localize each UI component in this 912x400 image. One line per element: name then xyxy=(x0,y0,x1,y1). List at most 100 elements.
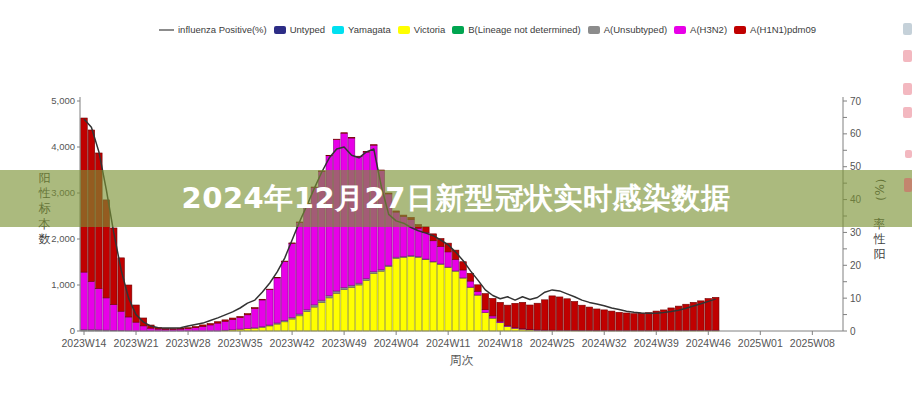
bar-segment[interactable] xyxy=(207,324,214,325)
bar-segment[interactable] xyxy=(103,298,110,330)
bar-segment[interactable] xyxy=(348,287,355,331)
bar-segment[interactable] xyxy=(252,308,259,327)
bar-segment[interactable] xyxy=(356,285,363,331)
bar-segment[interactable] xyxy=(408,256,415,331)
bar-segment[interactable] xyxy=(371,274,378,332)
bar-segment[interactable] xyxy=(118,258,125,311)
bar-segment[interactable] xyxy=(185,328,192,329)
bar-segment[interactable] xyxy=(118,311,125,330)
bar-segment[interactable] xyxy=(430,262,437,331)
bar-segment[interactable] xyxy=(430,241,437,262)
bar-segment[interactable] xyxy=(594,309,601,331)
bar-segment[interactable] xyxy=(311,305,318,307)
bar-segment[interactable] xyxy=(415,257,422,331)
bar-segment[interactable] xyxy=(460,278,467,331)
bar-segment[interactable] xyxy=(504,305,511,325)
bar-segment[interactable] xyxy=(192,327,199,328)
bar-segment[interactable] xyxy=(267,326,274,331)
bar-segment[interactable] xyxy=(333,291,340,293)
bar-segment[interactable] xyxy=(385,267,392,331)
legend-item-b-lineage-not-determined-[interactable]: B(Lineage not determined) xyxy=(452,24,581,35)
bar-segment[interactable] xyxy=(259,300,266,327)
bar-segment[interactable] xyxy=(527,305,534,329)
bar-segment[interactable] xyxy=(110,228,117,305)
bar-segment[interactable] xyxy=(586,307,593,330)
bar-segment[interactable] xyxy=(125,317,132,331)
bar-segment[interactable] xyxy=(423,227,430,233)
bar-segment[interactable] xyxy=(490,316,497,318)
bar-segment[interactable] xyxy=(482,310,489,313)
bar-segment[interactable] xyxy=(237,318,244,330)
bar-segment[interactable] xyxy=(81,272,88,330)
bar-segment[interactable] xyxy=(631,314,638,331)
bar-segment[interactable] xyxy=(482,313,489,331)
bar-segment[interactable] xyxy=(140,326,147,331)
bar-segment[interactable] xyxy=(229,319,236,329)
bar-segment[interactable] xyxy=(542,300,549,330)
bar-segment[interactable] xyxy=(490,298,497,315)
bar-segment[interactable] xyxy=(259,299,266,300)
bar-segment[interactable] xyxy=(437,246,444,263)
bar-segment[interactable] xyxy=(616,312,623,330)
bar-segment[interactable] xyxy=(423,260,430,331)
bar-segment[interactable] xyxy=(289,319,296,331)
bar-segment[interactable] xyxy=(415,228,422,257)
bar-segment[interactable] xyxy=(646,313,653,331)
legend-item-a-h3n2-[interactable]: A(H3N2) xyxy=(674,24,727,35)
bar-segment[interactable] xyxy=(452,271,459,331)
bar-segment[interactable] xyxy=(564,299,571,331)
bar-segment[interactable] xyxy=(467,281,474,287)
bar-segment[interactable] xyxy=(363,280,370,331)
bar-segment[interactable] xyxy=(378,271,385,331)
bar-segment[interactable] xyxy=(319,302,326,331)
bar-segment[interactable] xyxy=(475,285,482,291)
bar-segment[interactable] xyxy=(698,301,705,330)
bar-segment[interactable] xyxy=(601,310,608,331)
bar-segment[interactable] xyxy=(608,311,615,331)
bar-segment[interactable] xyxy=(200,326,207,331)
bar-segment[interactable] xyxy=(445,268,452,331)
bar-segment[interactable] xyxy=(475,295,482,331)
bar-segment[interactable] xyxy=(88,281,95,329)
bar-segment[interactable] xyxy=(393,258,400,331)
bar-segment[interactable] xyxy=(467,287,474,331)
legend-item-a-unsubtyped-[interactable]: A(Unsubtyped) xyxy=(588,24,667,35)
bar-segment[interactable] xyxy=(497,302,504,321)
bar-segment[interactable] xyxy=(96,288,103,329)
bar-segment[interactable] xyxy=(348,285,355,287)
bar-segment[interactable] xyxy=(475,291,482,295)
bar-segment[interactable] xyxy=(215,323,222,331)
bar-segment[interactable] xyxy=(222,321,229,330)
bar-segment[interactable] xyxy=(549,296,556,330)
bar-segment[interactable] xyxy=(341,287,348,289)
bar-segment[interactable] xyxy=(133,322,140,331)
bar-segment[interactable] xyxy=(244,314,251,315)
bar-segment[interactable] xyxy=(289,243,296,317)
bar-segment[interactable] xyxy=(333,293,340,331)
bar-segment[interactable] xyxy=(281,322,288,331)
bar-segment[interactable] xyxy=(490,318,497,331)
bar-segment[interactable] xyxy=(571,301,578,330)
bar-segment[interactable] xyxy=(504,326,511,331)
bar-segment[interactable] xyxy=(460,270,467,278)
bar-segment[interactable] xyxy=(200,325,207,326)
bar-segment[interactable] xyxy=(556,297,563,330)
bar-segment[interactable] xyxy=(207,325,214,331)
bar-segment[interactable] xyxy=(281,262,288,321)
bar-segment[interactable] xyxy=(341,290,348,331)
bar-segment[interactable] xyxy=(244,315,251,329)
legend-item-a-h1n1-pdm09[interactable]: A(H1N1)pdm09 xyxy=(734,24,816,35)
bar-segment[interactable] xyxy=(311,307,318,331)
bar-segment[interactable] xyxy=(497,323,504,331)
bar-segment[interactable] xyxy=(400,257,407,331)
legend-item-victoria[interactable]: Victoria xyxy=(398,24,446,35)
bar-segment[interactable] xyxy=(215,322,222,323)
bar-segment[interactable] xyxy=(252,308,259,309)
bar-segment[interactable] xyxy=(222,320,229,321)
bar-segment[interactable] xyxy=(579,305,586,330)
bar-segment[interactable] xyxy=(452,259,459,271)
bar-segment[interactable] xyxy=(319,300,326,302)
bar-segment[interactable] xyxy=(638,313,645,330)
bar-segment[interactable] xyxy=(326,296,333,298)
legend-item-influenza-positive-[interactable]: influenza Positive(%) xyxy=(159,24,267,35)
